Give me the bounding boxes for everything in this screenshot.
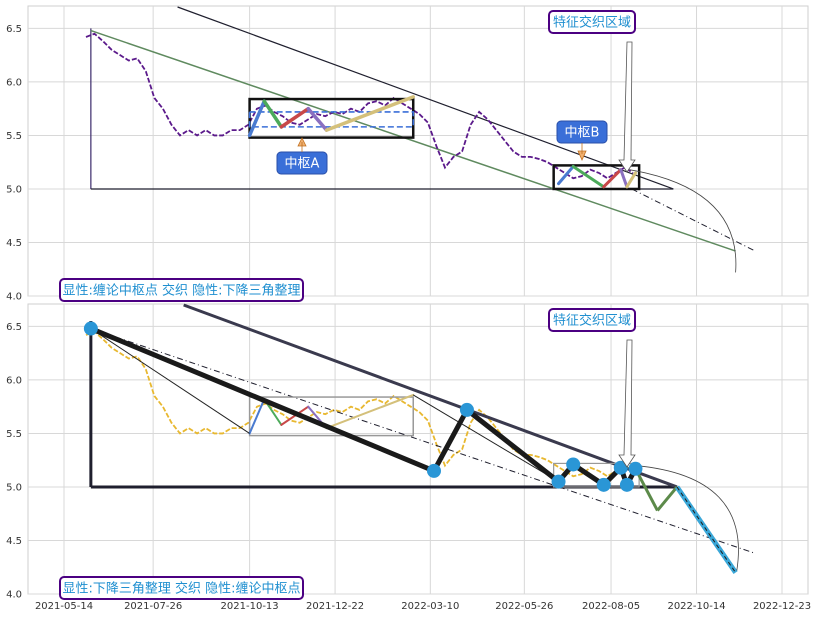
center-b-box <box>552 164 641 191</box>
center-a-zigzag-segment <box>247 99 267 138</box>
y-tick-label: 4.0 <box>6 292 22 303</box>
center-a-arrow <box>297 137 307 152</box>
center-a-box <box>248 97 415 139</box>
center-b-label-text: 中枢B <box>565 126 600 141</box>
y-tick-label: 4.0 <box>6 590 22 601</box>
lower-trend-line <box>90 29 736 252</box>
caption-bottom: 显性:下降三角整理 交织 隐性:缠论中枢点 <box>59 576 304 600</box>
caption-bottom-text: 显性:下降三角整理 交织 隐性:缠论中枢点 <box>62 581 300 597</box>
center-b-label: 中枢B <box>556 120 608 144</box>
center-a-zigzag-segment-bottom <box>248 398 266 435</box>
x-tick-label: 2022-05-26 <box>495 601 553 612</box>
pivot-marker <box>459 402 474 417</box>
upper-trend-bottom <box>183 303 678 489</box>
y-tick-label: 6.0 <box>6 77 22 88</box>
x-tick-label: 2021-07-26 <box>124 601 182 612</box>
forecast-segment-dash <box>676 486 737 573</box>
center-a-zigzag-segment-bottom <box>325 393 415 430</box>
feature-zone-label-bottom-text: 特征交织区域 <box>553 313 631 329</box>
y-tick-label: 4.5 <box>6 536 22 547</box>
center-a-zigzag-segment <box>324 95 415 132</box>
center-b-zigzag-segment <box>625 171 637 189</box>
panel-frame <box>27 303 809 595</box>
pivot-marker <box>628 461 643 476</box>
forecast-arc-top <box>629 169 737 273</box>
center-a-inner <box>248 111 415 128</box>
price-line-bottom <box>85 330 634 478</box>
pivot-connector <box>90 328 250 434</box>
feature-zone-label-top-text: 特征交织区域 <box>553 15 631 31</box>
center-b-zigzag-segment <box>571 164 606 189</box>
y-tick-label: 5.0 <box>6 482 22 493</box>
y-tick-label: 5.5 <box>6 429 22 440</box>
y-tick-label: 4.5 <box>6 238 22 249</box>
center-a-zigzag-segment <box>306 106 329 132</box>
x-tick-label: 2022-08-05 <box>582 601 640 612</box>
forecast-segment <box>656 486 679 512</box>
center-a-zigzag-segment <box>279 106 310 129</box>
pivot-marker <box>426 463 441 478</box>
caption-top: 显性:缠论中枢点 交织 隐性:下降三角整理 <box>59 278 304 302</box>
caption-top-text: 显性:缠论中枢点 交织 隐性:下降三角整理 <box>62 283 300 299</box>
center-a-zigzag-segment <box>262 99 284 129</box>
pivot-connector <box>412 394 559 483</box>
x-tick-label: 2022-10-14 <box>667 601 725 612</box>
upper-trend-line <box>177 6 674 190</box>
y-tick-label: 6.5 <box>6 322 22 333</box>
center-b-arrow <box>577 143 587 161</box>
x-tick-label: 2021-12-22 <box>306 601 364 612</box>
pivot-marker <box>566 457 581 472</box>
y-tick-label: 5.5 <box>6 131 22 142</box>
feature-zone-arrow-top <box>618 41 636 173</box>
y-tick-label: 6.5 <box>6 24 22 35</box>
feature-zone-label-bottom-box <box>548 308 636 332</box>
feature-zone-label-bottom: 特征交织区域 <box>548 308 636 332</box>
feature-zone-label-top-box <box>548 10 636 34</box>
pivot-marker <box>551 474 566 489</box>
x-tick-label: 2021-05-14 <box>35 601 93 612</box>
forecast-segment <box>634 468 659 512</box>
y-tick-label: 6.0 <box>6 375 22 386</box>
center-a-label-text: 中枢A <box>285 157 320 172</box>
pivot-marker <box>619 477 634 492</box>
feature-zone-label-top: 特征交织区域 <box>548 10 636 34</box>
forecast-dash-line <box>631 188 756 252</box>
caption-bottom-box <box>59 576 304 600</box>
x-tick-label: 2021-10-13 <box>221 601 279 612</box>
center-a-box-bottom <box>248 396 414 437</box>
x-tick-label: 2022-12-23 <box>753 601 811 612</box>
feature-zone-arrow-bottom <box>618 339 636 468</box>
pivot-marker <box>613 460 628 475</box>
x-tick-label: 2022-03-10 <box>401 601 459 612</box>
panel-frame <box>27 5 809 297</box>
y-tick-label: 5.0 <box>6 184 22 195</box>
center-b-zigzag-segment <box>619 168 629 189</box>
forecast-arc-bottom <box>635 465 739 571</box>
center-a-label: 中枢A <box>276 151 328 175</box>
pivot-marker <box>596 477 611 492</box>
caption-top-box <box>59 278 304 302</box>
center-b-zigzag-segment <box>602 168 623 189</box>
pivot-marker <box>83 321 98 336</box>
center-b-zigzag-segment <box>557 164 575 186</box>
